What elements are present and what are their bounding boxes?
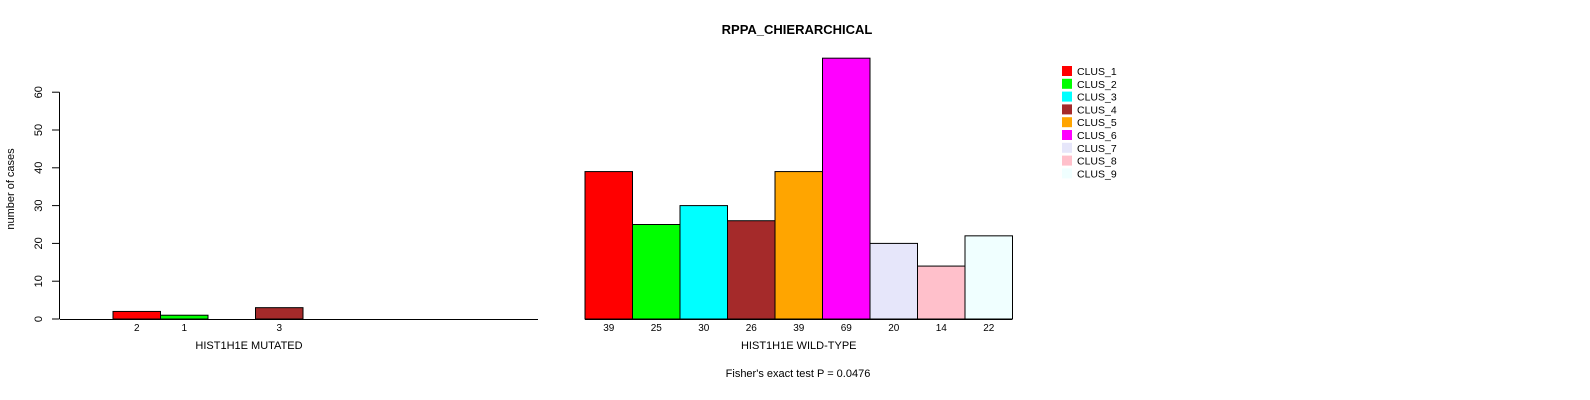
bar-wild_type-clus_4 (727, 220, 776, 320)
y-tick-label: 40 (33, 162, 45, 174)
panel-mutated: 2 1 3 (60, 307, 538, 334)
legend-label-clus_5: CLUS_5 (1077, 117, 1117, 129)
count-label: 39 (793, 323, 805, 334)
legend-label-clus_9: CLUS_9 (1077, 168, 1117, 180)
y-axis: 0 10 20 30 40 50 60 (33, 86, 60, 322)
y-tick-label: 10 (33, 275, 45, 287)
legend-swatch-clus_1 (1062, 66, 1072, 76)
count-label: 22 (983, 323, 995, 334)
bar-wild_type-clus_6 (822, 57, 871, 320)
legend-label-clus_8: CLUS_8 (1077, 156, 1117, 168)
legend-label-clus_1: CLUS_1 (1077, 66, 1117, 78)
y-tick-label: 30 (33, 199, 45, 211)
legend: CLUS_1CLUS_2CLUS_3CLUS_4CLUS_5CLUS_6CLUS… (1062, 66, 1117, 180)
count-label: 39 (603, 323, 615, 334)
y-tick-label: 20 (33, 237, 45, 249)
legend-swatch-clus_9 (1062, 168, 1072, 179)
legend-swatch-clus_2 (1062, 78, 1072, 89)
bar-mutated-clus_2 (160, 314, 209, 320)
count-label: 1 (181, 323, 187, 334)
y-tick-label: 50 (33, 124, 45, 136)
legend-label-clus_6: CLUS_6 (1077, 130, 1117, 142)
legend-label-clus_7: CLUS_7 (1077, 143, 1117, 155)
legend-swatch-clus_8 (1062, 155, 1072, 166)
legend-label-clus_2: CLUS_2 (1077, 79, 1117, 91)
fisher-test-footnote: Fisher's exact test P = 0.0476 (726, 368, 871, 380)
count-label: 3 (276, 323, 282, 334)
legend-swatch-clus_5 (1062, 117, 1072, 128)
count-label: 20 (888, 323, 900, 334)
bar-wild_type-clus_7 (869, 242, 918, 320)
panel-wildtype: 39 25 30 26 39 69 20 14 22 (584, 57, 1013, 334)
count-label: 14 (936, 323, 948, 334)
group-label-mutated: HIST1H1E MUTATED (195, 340, 302, 352)
bar-mutated-clus_4 (255, 307, 304, 320)
legend-label-clus_3: CLUS_3 (1077, 92, 1117, 104)
bar-wild_type-clus_1 (584, 171, 633, 320)
legend-swatch-clus_3 (1062, 91, 1072, 102)
count-label: 30 (698, 323, 710, 334)
count-label: 25 (651, 323, 663, 334)
group-label-wildtype: HIST1H1E WILD-TYPE (741, 340, 857, 352)
legend-swatch-clus_7 (1062, 142, 1072, 153)
legend-label-clus_4: CLUS_4 (1077, 104, 1117, 116)
bar-wild_type-clus_8 (917, 265, 966, 320)
chart-title: RPPA_CHIERARCHICAL (722, 22, 873, 37)
count-label: 69 (841, 323, 853, 334)
bar-wild_type-clus_5 (774, 171, 823, 320)
legend-swatch-clus_6 (1062, 130, 1072, 140)
y-tick-label: 0 (33, 316, 45, 322)
count-label: 2 (134, 323, 140, 334)
count-label: 26 (746, 323, 758, 334)
bar-mutated-clus_1 (112, 310, 161, 320)
bar-wild_type-clus_2 (632, 224, 681, 320)
bar-wild_type-clus_9 (964, 235, 1013, 320)
bar-wild_type-clus_3 (679, 205, 728, 320)
y-axis-label: number of cases (5, 148, 17, 230)
legend-swatch-clus_4 (1062, 104, 1072, 115)
y-tick-label: 60 (33, 86, 45, 98)
